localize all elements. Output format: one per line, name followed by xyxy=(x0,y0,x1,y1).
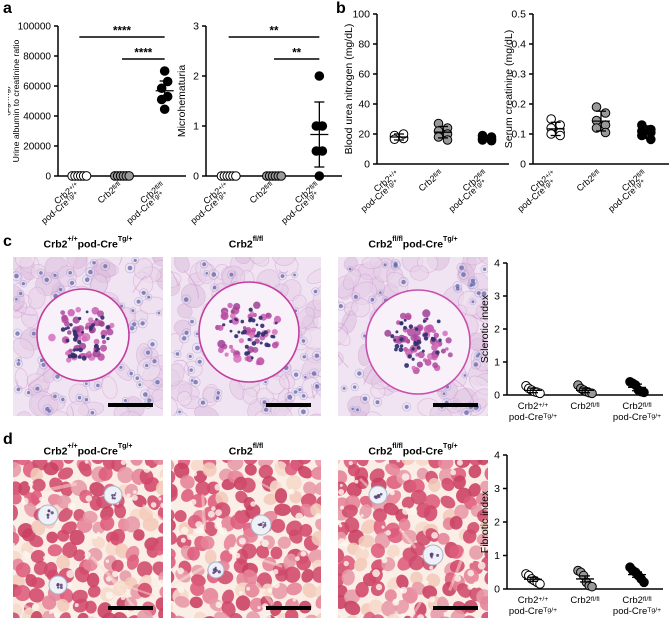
svg-text:0.5: 0.5 xyxy=(511,8,526,20)
svg-text:Sclerotic index: Sclerotic index xyxy=(479,294,491,363)
svg-text:Serum creatinine (mg/dL): Serum creatinine (mg/dL) xyxy=(503,30,515,148)
svg-text:0: 0 xyxy=(494,389,500,401)
svg-text:0: 0 xyxy=(193,170,199,182)
svg-text:Blood urea nitrogen (mg/dL): Blood urea nitrogen (mg/dL) xyxy=(343,24,355,155)
svg-text:Crb2+/+: Crb2+/+ xyxy=(518,401,548,412)
svg-text:(µg/mg): (µg/mg) xyxy=(8,86,11,116)
svg-text:Fibrotic index: Fibrotic index xyxy=(479,490,491,553)
svg-text:3: 3 xyxy=(494,290,500,302)
svg-text:2: 2 xyxy=(494,323,500,335)
svg-text:****: **** xyxy=(113,26,131,38)
svg-text:80000: 80000 xyxy=(23,51,51,62)
svg-text:pod-CreTg/+: pod-CreTg/+ xyxy=(509,412,557,423)
svg-text:1: 1 xyxy=(193,120,199,132)
svg-text:100: 100 xyxy=(352,8,370,20)
svg-text:20: 20 xyxy=(358,128,370,140)
svg-text:0: 0 xyxy=(364,158,370,170)
svg-text:4: 4 xyxy=(494,257,500,269)
svg-text:1: 1 xyxy=(494,550,500,562)
svg-text:3: 3 xyxy=(494,483,500,495)
svg-text:**: ** xyxy=(292,48,301,60)
svg-text:2: 2 xyxy=(494,516,500,528)
svg-text:Crb2fl/fl: Crb2fl/fl xyxy=(570,401,600,412)
svg-text:1: 1 xyxy=(494,356,500,368)
svg-text:Crb2fl/fl: Crb2fl/fl xyxy=(622,401,652,412)
svg-text:Crb2fl/fl: Crb2fl/fl xyxy=(570,595,600,606)
svg-text:Crb2fl/fl: Crb2fl/fl xyxy=(417,168,445,194)
svg-text:60: 60 xyxy=(358,68,370,80)
svg-text:20000: 20000 xyxy=(23,141,51,152)
svg-text:Urine albumin to creatinine ra: Urine albumin to creatinine ratio xyxy=(11,40,21,163)
svg-text:100000: 100000 xyxy=(18,21,52,32)
svg-text:2: 2 xyxy=(193,70,199,82)
svg-text:pod-CreTg/+: pod-CreTg/+ xyxy=(613,412,661,423)
svg-text:0: 0 xyxy=(494,583,500,595)
svg-text:Microhematuria: Microhematuria xyxy=(176,65,188,138)
svg-text:****: **** xyxy=(134,48,152,60)
svg-text:80: 80 xyxy=(358,38,370,50)
svg-text:40000: 40000 xyxy=(23,111,51,122)
svg-text:Crb2fl/fl: Crb2fl/fl xyxy=(248,180,276,206)
svg-text:0: 0 xyxy=(520,158,526,170)
svg-text:Crb2+/+: Crb2+/+ xyxy=(518,595,548,606)
svg-text:4: 4 xyxy=(494,449,500,461)
svg-text:Crb2fl/fl: Crb2fl/fl xyxy=(622,595,652,606)
svg-text:Crb2fl/fl: Crb2fl/fl xyxy=(575,168,603,194)
svg-text:pod-CreTg/+: pod-CreTg/+ xyxy=(613,606,661,617)
svg-text:3: 3 xyxy=(193,20,199,32)
svg-text:60000: 60000 xyxy=(23,81,51,92)
svg-text:**: ** xyxy=(270,26,279,38)
svg-text:40: 40 xyxy=(358,98,370,110)
svg-text:0: 0 xyxy=(45,171,51,182)
svg-text:pod-CreTg/+: pod-CreTg/+ xyxy=(509,606,557,617)
svg-text:Crb2fl/fl: Crb2fl/fl xyxy=(96,180,124,206)
